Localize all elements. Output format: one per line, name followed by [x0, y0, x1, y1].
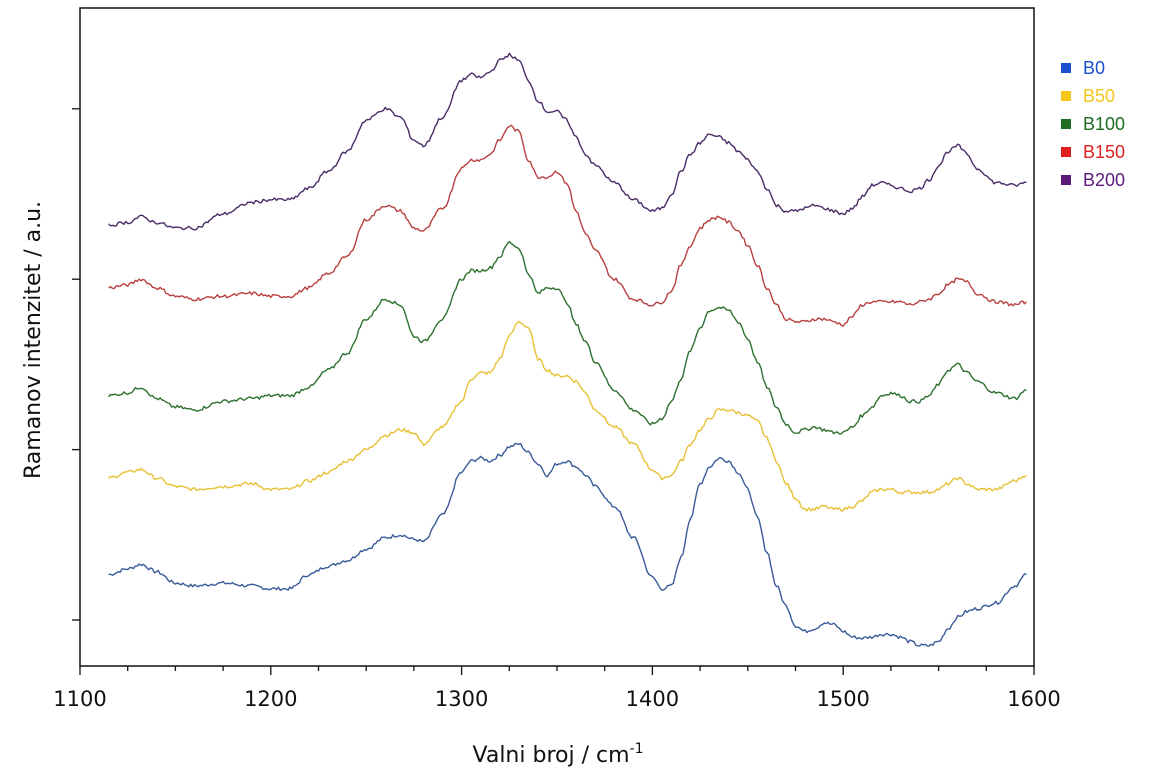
legend-label-b100: B100 — [1083, 114, 1125, 134]
x-tick-label: 1300 — [435, 687, 488, 711]
plot-frame — [79, 7, 1035, 667]
legend-label-b150: B150 — [1083, 142, 1125, 162]
legend-swatch-b150 — [1061, 147, 1071, 157]
legend-label-b50: B50 — [1083, 86, 1115, 106]
x-tick-label: 1600 — [1007, 687, 1060, 711]
x-tick-label: 1400 — [626, 687, 679, 711]
x-axis-title-superscript: -1 — [630, 741, 644, 757]
x-axis: 1100 1200 1300 1400 1500 1600 — [53, 666, 1061, 711]
x-axis-title: Valni broj / cm-1 — [473, 741, 644, 768]
x-axis-title-text: Valni broj / cm — [473, 743, 630, 768]
series-layer — [108, 52, 1027, 647]
legend-swatch-b200 — [1061, 175, 1071, 185]
legend-swatch-b50 — [1061, 91, 1071, 101]
legend: B0 B50 B100 B150 B200 — [1061, 58, 1125, 190]
y-axis — [72, 108, 80, 621]
x-tick-label: 1200 — [244, 687, 297, 711]
series-line-b0 — [108, 442, 1027, 647]
series-line-b200 — [108, 52, 1027, 231]
legend-swatch-b0 — [1061, 63, 1071, 73]
legend-label-b200: B200 — [1083, 170, 1125, 190]
legend-swatch-b100 — [1061, 119, 1071, 129]
x-tick-label: 1100 — [53, 687, 106, 711]
series-line-b50 — [108, 320, 1027, 512]
legend-label-b0: B0 — [1083, 58, 1105, 78]
x-tick-label: 1500 — [816, 687, 869, 711]
series-line-b150 — [108, 124, 1027, 327]
y-axis-title: Ramanov intenzitet / a.u. — [21, 201, 46, 479]
series-line-b100 — [108, 240, 1027, 435]
